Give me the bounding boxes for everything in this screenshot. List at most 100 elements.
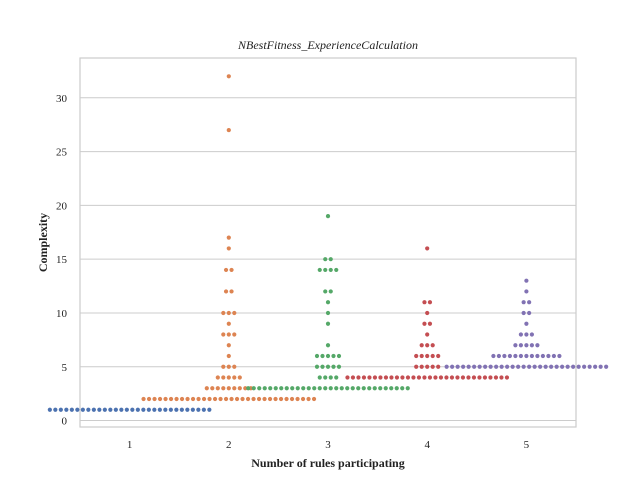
data-point: [226, 235, 231, 240]
data-point: [290, 386, 295, 391]
data-point: [251, 396, 256, 402]
data-point: [232, 332, 237, 337]
data-point: [496, 353, 501, 359]
data-point: [168, 396, 174, 402]
data-point: [223, 396, 229, 402]
data-point: [246, 386, 251, 391]
data-point: [582, 364, 587, 369]
data-point: [571, 364, 576, 369]
data-point: [378, 375, 383, 380]
data-point: [185, 407, 190, 412]
data-point: [226, 353, 231, 359]
data-point: [256, 396, 262, 402]
data-point: [141, 407, 146, 412]
data-point: [229, 267, 234, 273]
x-tick-label: 4: [424, 439, 430, 451]
data-point: [232, 375, 237, 380]
data-point: [311, 396, 317, 402]
data-point: [367, 386, 372, 391]
data-point: [97, 407, 102, 412]
data-point: [425, 246, 430, 251]
data-point: [560, 364, 565, 369]
data-point: [576, 364, 581, 369]
data-point: [504, 375, 510, 380]
data-point: [218, 396, 223, 402]
data-point: [488, 375, 493, 380]
data-point: [53, 407, 58, 412]
data-point: [540, 353, 546, 359]
data-point: [513, 353, 518, 359]
data-point: [124, 407, 129, 412]
data-point: [339, 386, 344, 391]
data-point: [196, 407, 201, 412]
x-tick-label: 2: [226, 439, 232, 451]
data-point: [557, 353, 562, 359]
y-tick-labels: 0 5 10 15 20 25 30: [56, 93, 68, 428]
data-point: [325, 343, 331, 348]
data-point: [226, 310, 231, 316]
data-point: [102, 407, 107, 412]
data-point: [345, 375, 350, 380]
data-point: [383, 386, 388, 391]
data-point: [334, 375, 339, 380]
data-point: [226, 386, 231, 391]
data-point: [301, 386, 306, 391]
data-point: [207, 396, 212, 402]
data-point: [223, 267, 229, 273]
data-point: [331, 353, 336, 359]
data-point: [328, 386, 333, 391]
data-point: [317, 267, 322, 273]
data-point: [518, 353, 524, 359]
data-point: [535, 353, 540, 359]
data-point: [215, 386, 220, 391]
data-point: [419, 353, 424, 359]
data-point: [336, 364, 342, 369]
y-tick-label: 15: [56, 254, 68, 266]
data-point: [262, 396, 267, 402]
x-axis-label: Number of rules participating: [251, 456, 404, 470]
data-point: [507, 353, 512, 359]
x-tick-label: 1: [127, 439, 133, 451]
data-point: [532, 364, 537, 369]
data-point: [234, 396, 240, 402]
data-point: [414, 364, 419, 369]
data-point: [221, 386, 226, 391]
data-point: [284, 396, 289, 402]
data-point: [232, 310, 237, 316]
data-point: [400, 375, 405, 380]
data-point: [543, 364, 548, 369]
data-point: [527, 300, 532, 305]
data-point: [361, 375, 367, 380]
data-point: [524, 278, 529, 283]
data-point: [587, 364, 592, 369]
data-point: [472, 364, 477, 369]
data-point: [196, 396, 201, 402]
data-point: [493, 375, 499, 380]
data-point: [278, 396, 284, 402]
data-point: [130, 407, 135, 412]
data-point: [317, 386, 322, 391]
data-point: [422, 375, 427, 380]
data-point: [325, 300, 331, 305]
data-point: [226, 343, 231, 348]
data-point: [240, 396, 245, 402]
data-point: [157, 396, 163, 402]
x-tick-label: 3: [325, 439, 331, 451]
data-point: [529, 343, 535, 348]
y-axis-label: Complexity: [36, 213, 50, 272]
data-point: [433, 375, 438, 380]
data-point: [226, 74, 231, 79]
data-point: [521, 310, 526, 316]
data-point: [494, 364, 499, 369]
data-point: [179, 396, 185, 402]
data-point: [524, 343, 529, 348]
data-points: [47, 74, 609, 412]
data-point: [551, 353, 557, 359]
chart-title: NBestFitness_ExperienceCalculation: [237, 38, 418, 52]
data-point: [425, 364, 430, 369]
data-point: [461, 364, 466, 369]
y-tick-label: 25: [56, 147, 68, 159]
data-point: [323, 289, 328, 294]
data-point: [378, 386, 383, 391]
data-point: [535, 343, 540, 348]
